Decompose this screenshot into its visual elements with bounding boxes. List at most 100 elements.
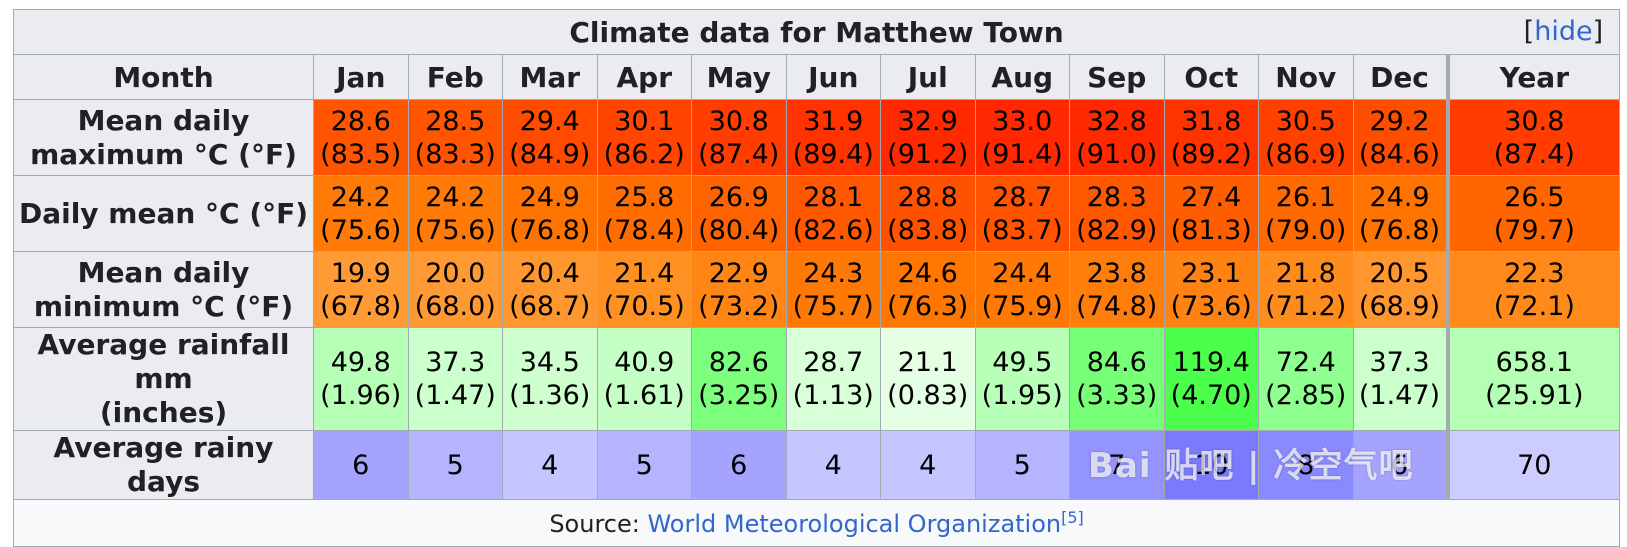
value-cell: 28.6 (83.5)	[313, 99, 409, 176]
row-label-line1: Average rainfall mm	[37, 328, 290, 395]
converted-value: (84.9)	[509, 138, 591, 170]
value-cell: 24.9 (76.8)	[502, 175, 598, 252]
converted-value: (3.25)	[698, 380, 780, 411]
converted-value: (84.6)	[1358, 138, 1441, 170]
rainy-days-year-cell: 70	[1445, 430, 1621, 500]
value-cell: 37.3 (1.47)	[407, 327, 503, 431]
row-label-line1: Daily mean °C (°F)	[18, 196, 309, 230]
converted-value: (86.9)	[1265, 138, 1347, 170]
celsius-value: 29.2	[1369, 105, 1430, 137]
celsius-value: 37.3	[1369, 347, 1430, 378]
rainy-days-cell: 5	[596, 430, 692, 500]
climate-table: Climate data for Matthew Town [hide] Mon…	[12, 9, 1621, 547]
converted-value: (75.9)	[981, 290, 1063, 322]
converted-value: (25.91)	[1485, 380, 1584, 411]
converted-value: (70.5)	[603, 290, 685, 322]
converted-value: (76.3)	[887, 290, 969, 322]
value-cell: 119.4 (4.70)	[1163, 327, 1259, 431]
celsius-value: 30.8	[1504, 105, 1565, 137]
celsius-value: 26.1	[1275, 181, 1336, 213]
converted-value: (67.8)	[320, 290, 402, 322]
converted-value: (76.8)	[1358, 214, 1441, 246]
value-cell: 24.2 (75.6)	[313, 175, 409, 252]
value-cell: 20.0 (68.0)	[407, 251, 503, 328]
celsius-value: 22.3	[1504, 257, 1565, 289]
celsius-value: 29.4	[519, 105, 580, 137]
celsius-value: 31.8	[1181, 105, 1242, 137]
converted-value: (86.2)	[603, 138, 685, 170]
month-header-sep: Sep	[1069, 54, 1165, 100]
celsius-value: 21.1	[897, 347, 958, 378]
month-header-apr: Apr	[596, 54, 692, 100]
value-cell: 49.8 (1.96)	[313, 327, 409, 431]
value-cell: 33.0 (91.4)	[974, 99, 1070, 176]
converted-value: (87.4)	[1493, 138, 1575, 170]
row-header: Mean daily minimum °C (°F)	[13, 251, 314, 328]
celsius-value: 24.2	[330, 181, 391, 213]
hide-toggle: [hide]	[1523, 16, 1604, 47]
row-header: Mean daily maximum °C (°F)	[13, 99, 314, 176]
value-cell: 34.5 (1.36)	[502, 327, 598, 431]
celsius-value: 34.5	[519, 347, 580, 378]
celsius-value: 658.1	[1495, 347, 1573, 378]
celsius-value: 24.9	[1369, 181, 1430, 213]
value-cell: 27.4 (81.3)	[1163, 175, 1259, 252]
value-cell: 23.1 (73.6)	[1163, 251, 1259, 328]
converted-value: (82.6)	[792, 214, 874, 246]
table-caption: Climate data for Matthew Town [hide]	[12, 9, 1621, 55]
value-cell: 22.9 (73.2)	[691, 251, 787, 328]
year-value-cell: 22.3 (72.1)	[1445, 251, 1621, 328]
year-value-cell: 26.5 (79.7)	[1445, 175, 1621, 252]
value-cell: 28.3 (82.9)	[1069, 175, 1165, 252]
celsius-value: 28.3	[1086, 181, 1147, 213]
row-header: Daily mean °C (°F)	[13, 175, 314, 252]
rainy-days-cell: 10	[1163, 430, 1259, 500]
celsius-value: 24.4	[992, 257, 1053, 289]
row-header: Average rainfall mm (inches)	[13, 327, 314, 431]
rainy-days-cell: 7	[1069, 430, 1165, 500]
value-cell: 31.8 (89.2)	[1163, 99, 1259, 176]
celsius-value: 21.4	[614, 257, 675, 289]
converted-value: (2.85)	[1265, 380, 1347, 411]
month-header-dec: Dec	[1352, 54, 1448, 100]
converted-value: (3.33)	[1076, 380, 1158, 411]
converted-value: (1.95)	[981, 380, 1063, 411]
celsius-value: 28.5	[425, 105, 486, 137]
row-label-line2: minimum °C (°F)	[33, 289, 294, 323]
row-header: Average rainy days	[13, 430, 314, 500]
rainy-days-cell: 6	[313, 430, 409, 500]
celsius-value: 24.6	[897, 257, 958, 289]
converted-value: (75.6)	[320, 214, 402, 246]
table-row: Average rainy days 6 5 4 5 6 4 4 5 7 10 8 6 70	[13, 430, 1621, 500]
value-cell: 20.4 (68.7)	[502, 251, 598, 328]
celsius-value: 27.4	[1181, 181, 1242, 213]
converted-value: (89.4)	[792, 138, 874, 170]
celsius-value: 37.3	[425, 347, 486, 378]
table-row: Average rainfall mm (inches) 49.8 (1.96) 37.…	[13, 327, 1621, 431]
source-link[interactable]: World Meteorological Organization	[647, 510, 1062, 538]
month-header-aug: Aug	[974, 54, 1070, 100]
celsius-value: 32.9	[897, 105, 958, 137]
celsius-value: 25.8	[614, 181, 675, 213]
celsius-value: 119.4	[1172, 347, 1250, 378]
celsius-value: 31.9	[803, 105, 864, 137]
celsius-value: 24.3	[803, 257, 864, 289]
hide-link[interactable]: hide	[1534, 16, 1593, 47]
converted-value: (87.4)	[698, 138, 780, 170]
celsius-value: 72.4	[1275, 347, 1336, 378]
converted-value: (68.9)	[1358, 290, 1441, 322]
celsius-value: 49.5	[992, 347, 1053, 378]
converted-value: (71.2)	[1265, 290, 1347, 322]
row-label-line2: (inches)	[99, 396, 228, 429]
converted-value: (0.83)	[887, 380, 969, 411]
rainy-days-cell: 6	[691, 430, 787, 500]
converted-value: (83.8)	[887, 214, 969, 246]
value-cell: 31.9 (89.4)	[785, 99, 881, 176]
value-cell: 28.8 (83.8)	[880, 175, 976, 252]
rainy-days-cell: 4	[880, 430, 976, 500]
celsius-value: 49.8	[330, 347, 391, 378]
converted-value: (91.4)	[981, 138, 1063, 170]
month-header-may: May	[691, 54, 787, 100]
month-header-jul: Jul	[880, 54, 976, 100]
table-title: Climate data for Matthew Town	[569, 15, 1064, 49]
